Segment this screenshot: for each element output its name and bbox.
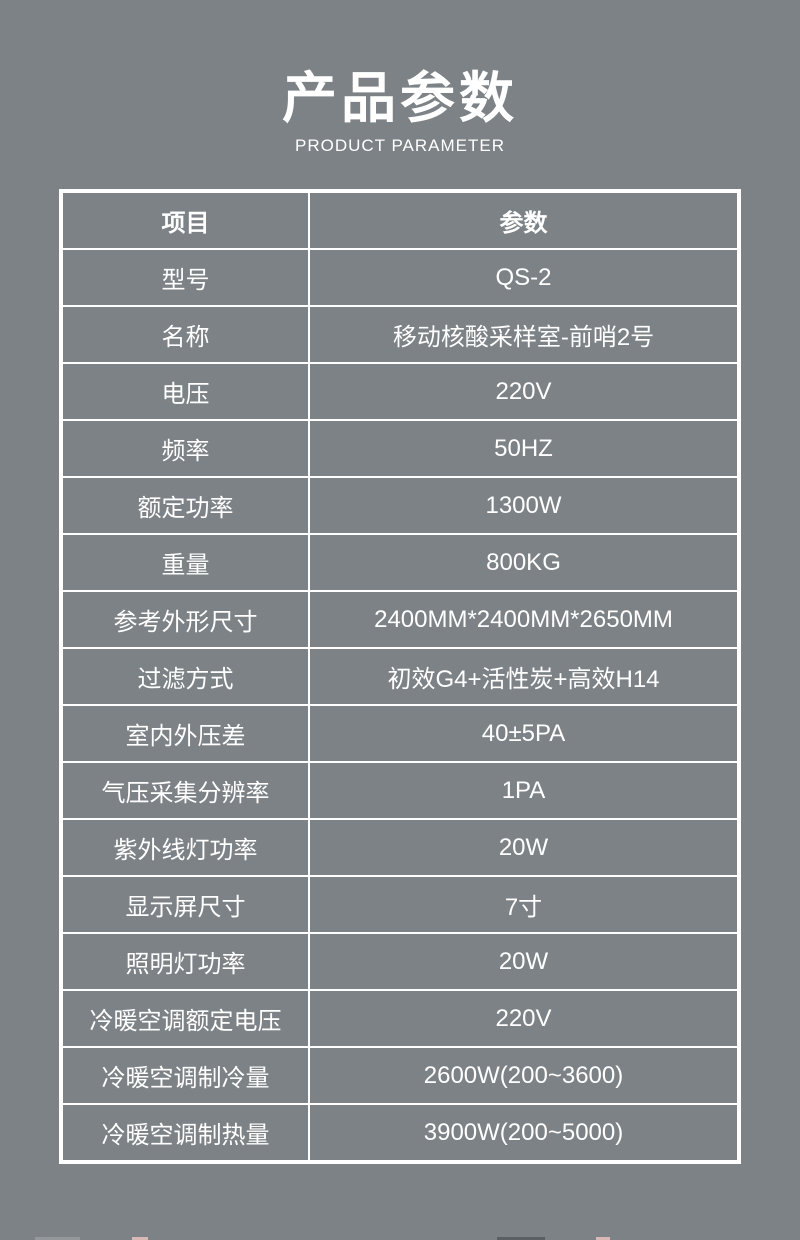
column-header-parameter: 参数	[308, 190, 740, 250]
param-label-cell: 照明灯功率	[60, 932, 310, 991]
table-row: 冷暖空调额定电压 220V	[60, 989, 740, 1048]
table-row: 紫外线灯功率 20W	[60, 818, 740, 877]
param-label-cell: 名称	[60, 305, 310, 364]
table-row: 冷暖空调制冷量 2600W(200~3600)	[60, 1046, 740, 1105]
table-row: 过滤方式 初效G4+活性炭+高效H14	[60, 647, 740, 706]
param-label-cell: 额定功率	[60, 476, 310, 535]
table-row: 名称 移动核酸采样室-前哨2号	[60, 305, 740, 364]
param-label-cell: 冷暖空调制热量	[60, 1103, 310, 1163]
column-header-item: 项目	[60, 190, 310, 250]
param-value-cell: 220V	[308, 362, 740, 421]
next-section-cutoff	[0, 1237, 800, 1240]
param-value-cell: 2400MM*2400MM*2650MM	[308, 590, 740, 649]
param-value-cell: 3900W(200~5000)	[308, 1103, 740, 1163]
table-row: 气压采集分辨率 1PA	[60, 761, 740, 820]
param-value-cell: 220V	[308, 989, 740, 1048]
param-value-cell: 7寸	[308, 875, 740, 934]
param-value-cell: QS-2	[308, 248, 740, 307]
table-row: 显示屏尺寸 7寸	[60, 875, 740, 934]
product-parameter-table: 项目 参数 型号 QS-2 名称 移动核酸采样室-前哨2号 电压 220V 频率…	[59, 189, 741, 1164]
param-value-cell: 1PA	[308, 761, 740, 820]
table-header-row: 项目 参数	[60, 190, 740, 250]
param-label-cell: 气压采集分辨率	[60, 761, 310, 820]
param-label-cell: 重量	[60, 533, 310, 592]
param-value-cell: 800KG	[308, 533, 740, 592]
param-label-cell: 冷暖空调额定电压	[60, 989, 310, 1048]
table-row: 冷暖空调制热量 3900W(200~5000)	[60, 1103, 740, 1163]
param-value-cell: 50HZ	[308, 419, 740, 478]
table-row: 频率 50HZ	[60, 419, 740, 478]
param-label-cell: 显示屏尺寸	[60, 875, 310, 934]
table-row: 参考外形尺寸 2400MM*2400MM*2650MM	[60, 590, 740, 649]
param-label-cell: 室内外压差	[60, 704, 310, 763]
param-value-cell: 20W	[308, 818, 740, 877]
param-value-cell: 2600W(200~3600)	[308, 1046, 740, 1105]
param-label-cell: 冷暖空调制冷量	[60, 1046, 310, 1105]
param-label-cell: 参考外形尺寸	[60, 590, 310, 649]
table-row: 额定功率 1300W	[60, 476, 740, 535]
param-value-cell: 40±5PA	[308, 704, 740, 763]
table-row: 照明灯功率 20W	[60, 932, 740, 991]
page-header: 产品参数 PRODUCT PARAMETER	[0, 0, 800, 156]
table-row: 电压 220V	[60, 362, 740, 421]
table-row: 重量 800KG	[60, 533, 740, 592]
param-label-cell: 频率	[60, 419, 310, 478]
page-subtitle: PRODUCT PARAMETER	[294, 136, 505, 155]
param-label-cell: 型号	[60, 248, 310, 307]
table-row: 室内外压差 40±5PA	[60, 704, 740, 763]
param-value-cell: 移动核酸采样室-前哨2号	[308, 305, 740, 364]
param-value-cell: 初效G4+活性炭+高效H14	[308, 647, 740, 706]
param-value-cell: 20W	[308, 932, 740, 991]
param-value-cell: 1300W	[308, 476, 740, 535]
param-label-cell: 电压	[60, 362, 310, 421]
table-row: 型号 QS-2	[60, 248, 740, 307]
page-title: 产品参数	[281, 67, 518, 129]
param-label-cell: 过滤方式	[60, 647, 310, 706]
param-label-cell: 紫外线灯功率	[60, 818, 310, 877]
